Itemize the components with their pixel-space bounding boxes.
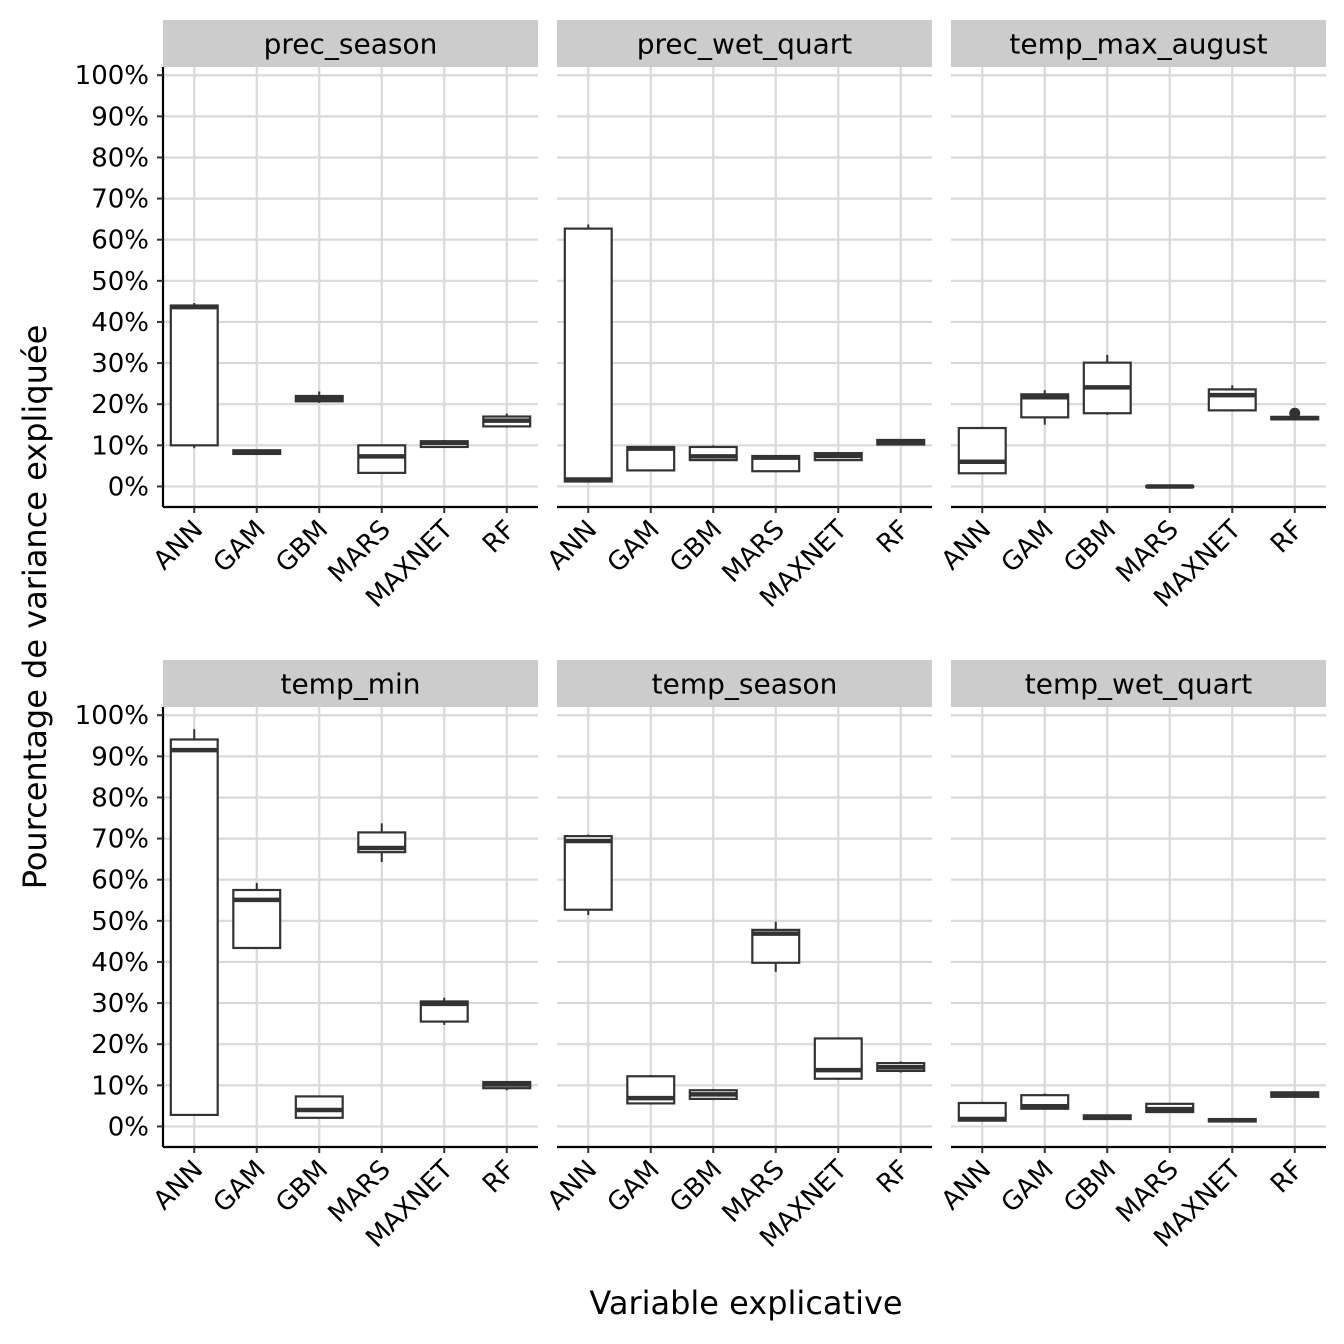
box-iqr [563, 835, 613, 911]
boxplot-gam [232, 449, 282, 456]
boxplot-mars [1145, 484, 1195, 489]
box-iqr [563, 227, 613, 483]
boxplot-rf [1270, 1091, 1320, 1098]
facet-title: temp_wet_quart [1025, 668, 1253, 701]
boxplot-gam [232, 883, 282, 950]
boxplot-gbm [294, 1095, 344, 1119]
facet-panels: prec_season 0% 10% 20% 30% 40% 50% 60% 70% 80% 90%… [75, 20, 1326, 1254]
y-tick-label: 40% [91, 308, 149, 338]
boxplot-gam [1020, 390, 1070, 425]
boxplot-gbm [1082, 354, 1132, 415]
y-tick-label: 90% [91, 102, 149, 132]
box-iqr [169, 738, 219, 1117]
boxplot-gbm [688, 1089, 738, 1101]
boxplot-mars [357, 823, 407, 863]
boxplot-mars [751, 454, 801, 473]
boxplot-maxnet [419, 997, 469, 1025]
box-iqr [169, 304, 219, 447]
y-tick-label: 50% [91, 267, 149, 297]
boxplot-rf [1270, 407, 1320, 421]
y-tick-label: 60% [91, 866, 149, 896]
boxplot-gbm [688, 445, 738, 462]
y-tick-label: 100% [75, 701, 149, 731]
y-tick-label: 20% [91, 1030, 149, 1060]
y-tick-label: 30% [91, 989, 149, 1019]
facet-title: temp_max_august [1009, 28, 1267, 61]
panel-background [951, 707, 1326, 1147]
boxplot-gam [626, 445, 676, 472]
boxplot-mars [357, 444, 407, 474]
y-tick-label: 70% [91, 185, 149, 215]
boxplot-maxnet [813, 452, 863, 462]
boxplot-rf [482, 413, 532, 428]
boxplot-ann [169, 303, 219, 449]
y-tick-label: 0% [108, 1112, 149, 1142]
facet-strip [163, 660, 538, 707]
boxplot-ann [563, 224, 613, 483]
panel-background [163, 67, 538, 507]
boxplot-rf [876, 1061, 926, 1073]
facet-title: temp_season [652, 668, 838, 701]
boxplot-rf [482, 1080, 532, 1091]
box-iqr [357, 444, 407, 474]
boxplot-mars [751, 921, 801, 972]
x-axis-title: Variable explicative [589, 1284, 902, 1322]
panel-background [557, 707, 932, 1147]
facet-strip [163, 20, 538, 67]
y-tick-label: 50% [91, 907, 149, 937]
boxplot-gbm [294, 391, 344, 403]
y-tick-label: 60% [91, 226, 149, 256]
y-tick-label: 10% [91, 1071, 149, 1101]
y-tick-label: 80% [91, 783, 149, 813]
facet-title: prec_season [264, 28, 438, 61]
boxplot-maxnet [1207, 1117, 1257, 1123]
facet-strip [557, 20, 932, 67]
facet-strip [951, 660, 1326, 707]
box-iqr [1020, 393, 1070, 419]
boxplot-gbm [1082, 1114, 1132, 1121]
box-iqr [957, 426, 1007, 475]
boxplot-mars [1145, 1102, 1195, 1114]
boxplot-rf [876, 438, 926, 446]
boxplot-ann [563, 834, 613, 916]
facet-title: temp_min [280, 668, 420, 701]
box-iqr [1207, 388, 1257, 412]
outlier-point [1289, 407, 1301, 419]
facet-title: prec_wet_quart [637, 28, 853, 61]
boxplot-gam [626, 1075, 676, 1105]
boxplot-ann [957, 426, 1007, 475]
y-tick-label: 100% [75, 61, 149, 91]
y-tick-label: 80% [91, 143, 149, 173]
boxplot-maxnet [813, 1037, 863, 1080]
facet-strip [951, 20, 1326, 67]
boxplot-ann [169, 729, 219, 1117]
boxplot-maxnet [419, 439, 469, 449]
y-tick-label: 10% [91, 431, 149, 461]
y-axis-title: Pourcentage de variance expliquée [16, 325, 54, 890]
panel-background [557, 67, 932, 507]
facet-panel: temp_min 0% 10% 20% 30% 40% 50% 60% 70% 80% 90% 100… [75, 660, 538, 1254]
box-iqr [813, 1037, 863, 1080]
y-tick-label: 40% [91, 948, 149, 978]
facet-strip [557, 660, 932, 707]
box-iqr [294, 1095, 344, 1119]
boxplot-gam [1020, 1093, 1070, 1110]
y-tick-label: 70% [91, 825, 149, 855]
panel-background [951, 67, 1326, 507]
y-tick-label: 30% [91, 349, 149, 379]
boxplot-maxnet [1207, 385, 1257, 412]
y-tick-label: 20% [91, 390, 149, 420]
boxplot-ann [957, 1101, 1007, 1122]
y-tick-label: 0% [108, 472, 149, 502]
panel-background [163, 707, 538, 1147]
y-tick-label: 90% [91, 742, 149, 772]
box-iqr [419, 1000, 469, 1023]
